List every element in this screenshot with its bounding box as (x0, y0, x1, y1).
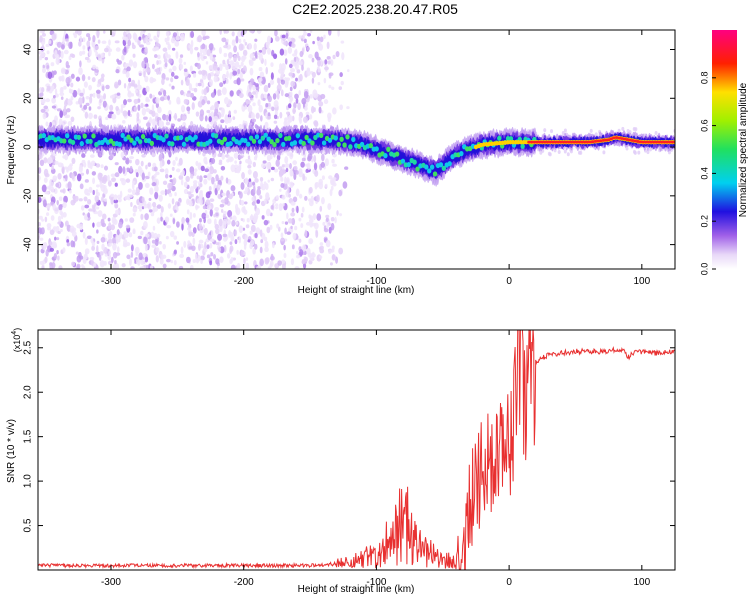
snr-x-ticks: -300 -200 -100 0 100 (101, 330, 651, 588)
x-tick-label: -300 (101, 577, 121, 588)
colorbar-gradient (712, 30, 737, 269)
spectrogram-y-label: Frequency (Hz) (6, 116, 17, 185)
x-tick-label: 100 (633, 577, 650, 588)
colorbar-tick-label: 0.8 (699, 72, 709, 85)
svg-text:(x104): (x104) (11, 328, 22, 352)
spectrogram-x-label: Height of straight line (km) (298, 285, 415, 296)
spectrogram-frame (37, 29, 676, 270)
y-tick-label: 0.5 (23, 518, 34, 532)
y-tick-label: 1.0 (23, 474, 34, 488)
spectrogram-x-ticks: -300 -200 -100 0 100 (101, 30, 651, 287)
colorbar-tick-label: 0.4 (699, 167, 709, 180)
spectrogram-y-ticks: -40 -20 0 20 40 (23, 44, 675, 252)
x-tick-label: -300 (101, 276, 121, 287)
y-tick-label: 1.5 (23, 429, 34, 443)
y-tick-label: 0 (23, 144, 34, 150)
snr-scale-exp: 4 (11, 331, 18, 335)
snr-y-ticks: 0.5 1.0 1.5 2.0 2.5 (23, 340, 675, 533)
colorbar-tick-label: 0.0 (699, 263, 709, 276)
y-tick-label: -20 (23, 188, 34, 203)
snr-scale-prefix: (x10 (12, 335, 22, 353)
spectrogram-ridge (38, 124, 675, 187)
colorbar-label: Normalized spectral amplitude (738, 82, 749, 217)
x-tick-label: -200 (234, 577, 254, 588)
y-tick-label: 2.0 (23, 385, 34, 399)
colorbar-tick-label: 0.6 (699, 119, 709, 132)
x-tick-label: -100 (366, 577, 386, 588)
x-tick-label: -100 (366, 276, 386, 287)
x-tick-label: 0 (506, 577, 512, 588)
x-tick-label: 0 (506, 276, 512, 287)
colorbar-ticks: 0.0 0.2 0.4 0.6 0.8 (699, 72, 716, 276)
x-tick-label: -200 (234, 276, 254, 287)
snr-series-line (38, 330, 675, 570)
y-tick-label: 20 (23, 92, 34, 104)
snr-y-scale-annotation: (x104) (11, 328, 22, 352)
snr-frame (37, 329, 676, 571)
y-tick-label: 40 (23, 44, 34, 56)
snr-y-label: SNR (10 * v/v) (6, 419, 17, 483)
snr-panel: -300 -200 -100 0 100 0.5 1.0 1.5 2.0 2.5 Height … (6, 328, 676, 595)
colorbar-tick-label: 0.2 (699, 215, 709, 228)
y-tick-label: 2.5 (23, 340, 34, 354)
x-tick-label: 100 (633, 276, 650, 287)
snr-x-label: Height of straight line (km) (298, 584, 415, 595)
y-tick-label: -40 (23, 237, 34, 252)
colorbar: 0.0 0.2 0.4 0.6 0.8 Normalized spectral ampl… (699, 30, 749, 275)
figure-title: C2E2.2025.238.20.47.R05 (292, 1, 458, 17)
